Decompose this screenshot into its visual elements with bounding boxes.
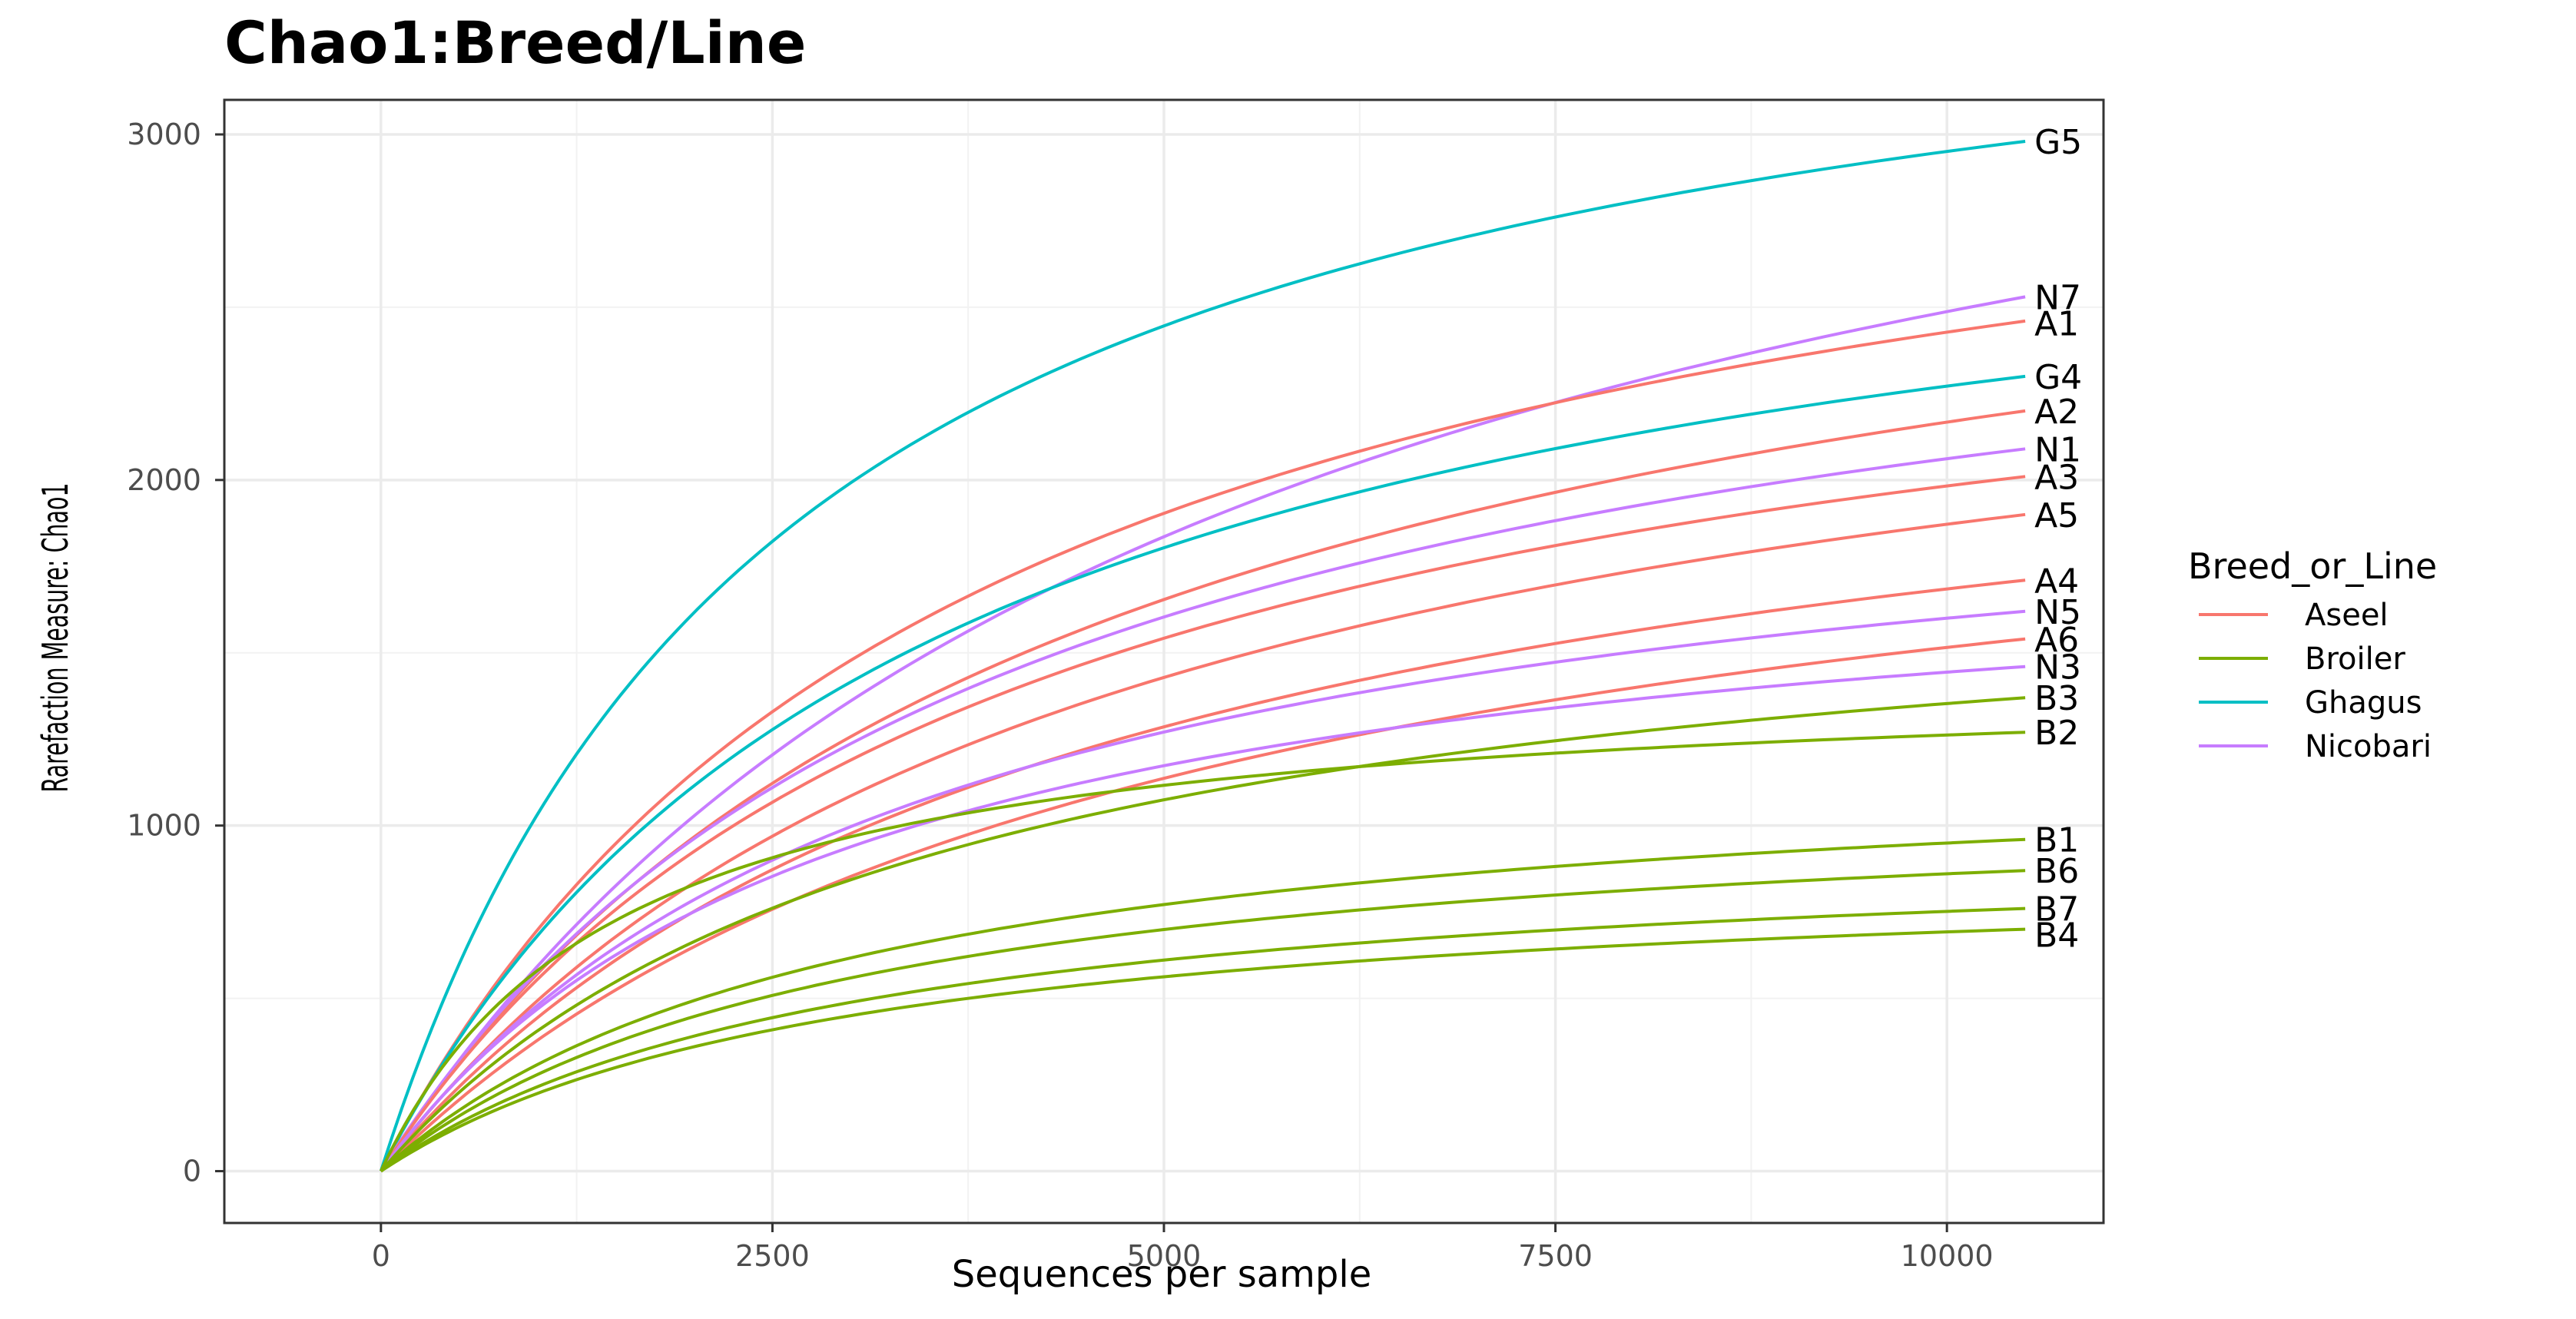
series-line-b7 [380, 906, 2026, 1173]
chart-title: Chao1:Breed/Line [224, 8, 806, 77]
y-tick-label: 2000 [127, 463, 201, 497]
x-tick-label: 2500 [735, 1239, 810, 1273]
series-line-b3 [380, 696, 2026, 1172]
legend-label-broiler: Broiler [2305, 641, 2405, 677]
series-label-a1: A1 [2034, 304, 2079, 343]
series-line-g4 [380, 374, 2026, 1172]
series-label-a4: A4 [2034, 562, 2079, 601]
x-axis-title: Sequences per sample [952, 1253, 1372, 1296]
legend-title: Breed_or_Line [2188, 545, 2437, 587]
y-axis-ticks: 0 1000 2000 3000 [127, 118, 224, 1188]
series-line-n3 [380, 664, 2026, 1172]
series-label-b2: B2 [2034, 714, 2079, 753]
x-axis-ticks: 0 2500 5000 7500 10000 [372, 1223, 1994, 1273]
x-tick-label: 0 [372, 1239, 390, 1273]
series-line-a4 [380, 578, 2026, 1172]
y-axis-title: Rarefaction Measure: Chao1 [35, 482, 77, 792]
series-line-b1 [380, 837, 2026, 1173]
series-line-a1 [380, 319, 2026, 1172]
series-line-a6 [380, 637, 2026, 1172]
series-line-g5 [379, 140, 2026, 1172]
series-label-b1: B1 [2034, 821, 2079, 860]
series-label-b7: B7 [2034, 890, 2079, 930]
series-line-b4 [380, 927, 2026, 1173]
legend-label-ghagus: Ghagus [2305, 685, 2422, 721]
y-tick-label: 3000 [127, 118, 201, 151]
series-label-a6: A6 [2034, 621, 2079, 660]
legend-label-aseel: Aseel [2305, 598, 2389, 633]
series-label-a3: A3 [2034, 458, 2079, 497]
y-tick-label: 1000 [127, 809, 201, 843]
series-label-b3: B3 [2034, 679, 2079, 718]
legend: Breed_or_Line Aseel Broiler Ghagus Nicobari [2188, 545, 2437, 764]
x-tick-label: 10000 [1901, 1239, 1994, 1273]
series-label-a2: A2 [2034, 393, 2079, 432]
series-label-n5: N5 [2034, 593, 2081, 632]
series-line-b2 [379, 731, 2026, 1172]
series-line-b6 [380, 869, 2026, 1173]
y-tick-label: 0 [183, 1155, 201, 1188]
series-label-b4: B4 [2034, 916, 2079, 956]
series-label-g5: G5 [2034, 123, 2082, 162]
series-label-n1: N1 [2034, 430, 2081, 469]
legend-items: Aseel Broiler Ghagus Nicobari [2199, 598, 2432, 764]
series-label-a5: A5 [2034, 496, 2079, 535]
series-lines [379, 140, 2026, 1173]
series-label-n3: N3 [2034, 648, 2081, 688]
x-tick-label: 5000 [1127, 1239, 1202, 1273]
series-line-a3 [380, 475, 2026, 1172]
x-tick-label: 7500 [1518, 1239, 1593, 1273]
series-label-g4: G4 [2034, 358, 2082, 397]
series-label-b6: B6 [2034, 852, 2079, 891]
series-line-n1 [380, 447, 2026, 1172]
plot-area [223, 98, 2105, 1225]
legend-label-nicobari: Nicobari [2305, 729, 2432, 764]
series-label-n7: N7 [2034, 278, 2081, 317]
